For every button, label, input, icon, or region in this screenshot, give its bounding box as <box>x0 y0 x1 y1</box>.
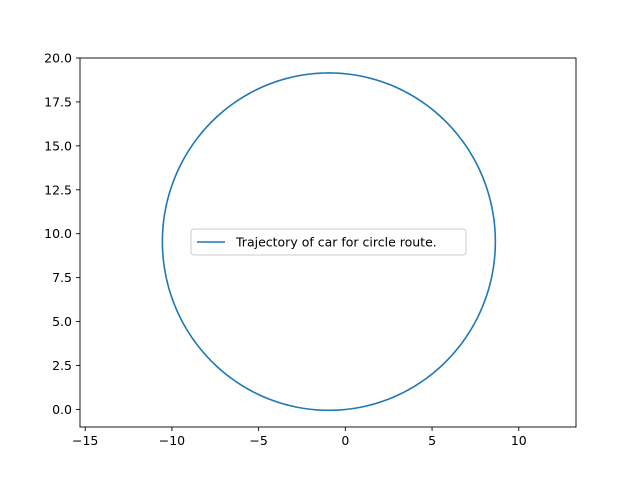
x-tick-label: −10 <box>159 433 185 448</box>
y-axis: 0.0 2.5 5.0 7.5 10.0 12.5 15.0 17.5 20.0 <box>44 51 80 417</box>
x-tick-label: −15 <box>72 433 98 448</box>
legend-label: Trajectory of car for circle route. <box>235 235 437 250</box>
y-tick-label: 10.0 <box>44 226 72 241</box>
y-tick-label: 15.0 <box>44 138 72 153</box>
legend-box <box>190 228 467 256</box>
y-tick-label: 17.5 <box>44 94 72 109</box>
x-tick-label: 5 <box>428 433 436 448</box>
y-tick-label: 0.0 <box>52 402 72 417</box>
legend: Trajectory of car for circle route. <box>190 228 467 256</box>
y-tick-label: 5.0 <box>52 314 72 329</box>
y-tick-label: 7.5 <box>52 270 72 285</box>
x-tick-label: 10 <box>511 433 527 448</box>
x-tick-label: 0 <box>341 433 349 448</box>
x-tick-label: −5 <box>249 433 267 448</box>
y-tick-label: 12.5 <box>44 182 72 197</box>
y-tick-label: 20.0 <box>44 51 72 66</box>
x-axis: −15 −10 −5 0 5 10 <box>72 427 527 448</box>
series-layer <box>161 72 497 412</box>
series-line-0 <box>161 72 497 412</box>
y-tick-label: 2.5 <box>52 358 72 373</box>
